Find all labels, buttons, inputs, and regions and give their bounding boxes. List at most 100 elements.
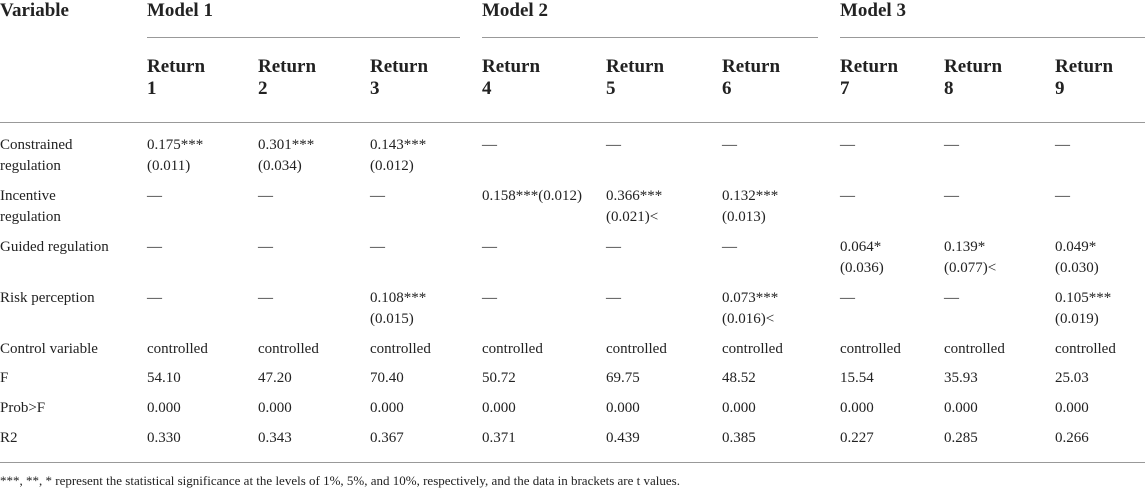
cell: — xyxy=(482,290,497,306)
bottom-rule xyxy=(0,462,1145,463)
cell: (0.011) xyxy=(147,158,191,174)
column-header: 1 xyxy=(147,78,157,99)
cell: 15.54 xyxy=(840,370,874,386)
column-header: 3 xyxy=(370,78,380,99)
model-rule xyxy=(482,37,818,38)
cell: (0.015) xyxy=(370,311,414,327)
cell: controlled xyxy=(944,341,1005,357)
cell: (0.016)< xyxy=(722,311,775,327)
cell: — xyxy=(1055,137,1070,153)
row-label: Incentive xyxy=(0,188,56,204)
cell: — xyxy=(944,137,959,153)
cell: 0.049* xyxy=(1055,239,1097,255)
cell: — xyxy=(944,188,959,204)
model-header: Model 3 xyxy=(840,0,906,21)
cell: 0.000 xyxy=(606,400,640,416)
cell: controlled xyxy=(722,341,783,357)
cell: controlled xyxy=(840,341,901,357)
header-rule xyxy=(0,122,1145,123)
cell: 0.439 xyxy=(606,430,640,446)
row-label: Control variable xyxy=(0,341,98,357)
cell: 0.266 xyxy=(1055,430,1089,446)
cell: 0.000 xyxy=(722,400,756,416)
cell: 0.064* xyxy=(840,239,882,255)
column-header: Return xyxy=(147,56,206,77)
column-header: Return xyxy=(606,56,665,77)
row-label: Guided regulation xyxy=(0,239,109,255)
cell: 0.000 xyxy=(258,400,292,416)
column-header: Return xyxy=(722,56,781,77)
cell: 0.132*** xyxy=(722,188,779,204)
cell: 0.143*** xyxy=(370,137,427,153)
cell: (0.034) xyxy=(258,158,302,174)
cell: — xyxy=(840,290,855,306)
cell: (0.013) xyxy=(722,209,766,225)
column-header: 6 xyxy=(722,78,732,99)
row-label: Risk perception xyxy=(0,290,95,306)
cell: 0.367 xyxy=(370,430,404,446)
cell: — xyxy=(606,290,621,306)
cell: 48.52 xyxy=(722,370,756,386)
cell: — xyxy=(147,290,162,306)
model-rule xyxy=(147,37,460,38)
row-label: Prob>F xyxy=(0,400,46,416)
row-label: F xyxy=(0,370,9,386)
cell: — xyxy=(258,239,273,255)
cell: 54.10 xyxy=(147,370,181,386)
cell: 0.105*** xyxy=(1055,290,1112,306)
cell: 0.285 xyxy=(944,430,978,446)
cell: — xyxy=(370,239,385,255)
cell: controlled xyxy=(147,341,208,357)
cell: 35.93 xyxy=(944,370,978,386)
row-label: regulation xyxy=(0,158,61,174)
cell: (0.019) xyxy=(1055,311,1099,327)
row-label: Constrained xyxy=(0,137,73,153)
cell: — xyxy=(1055,188,1070,204)
cell: — xyxy=(370,188,385,204)
cell: (0.021)< xyxy=(606,209,659,225)
footnote: ***, **, * represent the statistical sig… xyxy=(0,473,680,488)
cell: 0.301*** xyxy=(258,137,315,153)
cell: 0.175*** xyxy=(147,137,204,153)
cell: 0.000 xyxy=(840,400,874,416)
column-header: 8 xyxy=(944,78,954,99)
cell: 0.371 xyxy=(482,430,516,446)
cell: — xyxy=(606,137,621,153)
cell: — xyxy=(258,188,273,204)
cell: controlled xyxy=(1055,341,1116,357)
cell: (0.077)< xyxy=(944,260,997,276)
row-label: regulation xyxy=(0,209,61,225)
column-header: 2 xyxy=(258,78,268,99)
cell: 25.03 xyxy=(1055,370,1089,386)
column-header: Return xyxy=(258,56,317,77)
cell: 0.343 xyxy=(258,430,292,446)
cell: 50.72 xyxy=(482,370,516,386)
cell: — xyxy=(147,188,162,204)
cell: controlled xyxy=(606,341,667,357)
cell: (0.036) xyxy=(840,260,884,276)
cell: 0.073*** xyxy=(722,290,779,306)
column-header: Return xyxy=(370,56,429,77)
cell: — xyxy=(482,239,497,255)
cell: — xyxy=(840,137,855,153)
cell: — xyxy=(482,137,497,153)
cell: 0.000 xyxy=(1055,400,1089,416)
cell: controlled xyxy=(258,341,319,357)
cell: 0.227 xyxy=(840,430,874,446)
cell: 69.75 xyxy=(606,370,640,386)
cell: — xyxy=(722,137,737,153)
cell: 47.20 xyxy=(258,370,292,386)
cell: (0.030) xyxy=(1055,260,1099,276)
cell: 0.366*** xyxy=(606,188,663,204)
cell: 0.000 xyxy=(944,400,978,416)
cell: — xyxy=(944,290,959,306)
cell: 0.000 xyxy=(147,400,181,416)
model-header: Model 1 xyxy=(147,0,213,21)
cell: 0.330 xyxy=(147,430,181,446)
model-header: Model 2 xyxy=(482,0,548,21)
column-header: Return xyxy=(944,56,1003,77)
cell: 0.108*** xyxy=(370,290,427,306)
column-header: Return xyxy=(1055,56,1114,77)
cell: — xyxy=(147,239,162,255)
